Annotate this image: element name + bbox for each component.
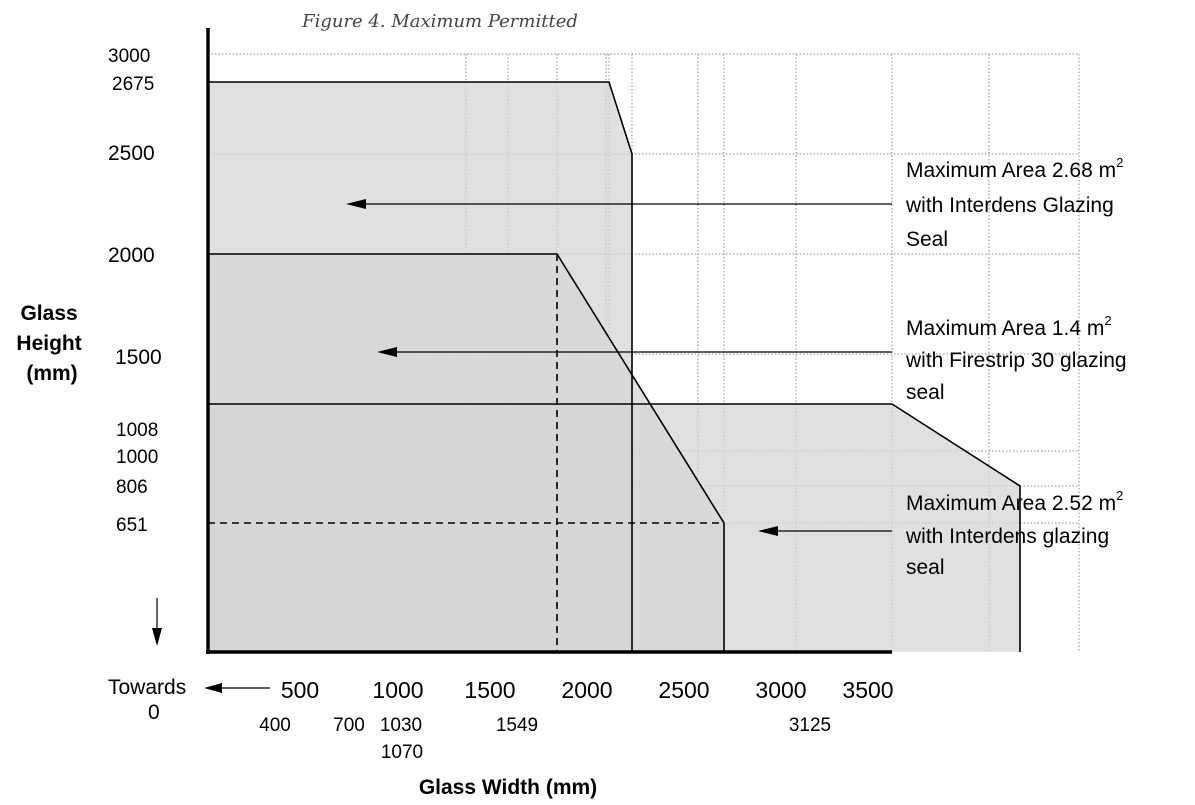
x-tick-label-minor: 1030 [380, 715, 422, 736]
y-tick-label: 1000 [116, 447, 158, 468]
annotation-text: Maximum Area 1.4 m2 with Firestrip 30 gl… [905, 307, 1132, 404]
x-tick-label: 3000 [755, 677, 806, 703]
series-region-3 [208, 404, 1020, 652]
towards-zero-label: 0 [148, 701, 160, 724]
x-tick-label: 2500 [658, 677, 709, 703]
y-tick-label: 3000 [108, 46, 150, 67]
series-boundary-3 [208, 403, 1021, 652]
y-tick-labels: 3000 2675 2500 2000 1500 1008 1000 806 6… [108, 46, 162, 536]
y-axis-label-line-1: Glass [20, 302, 77, 325]
x-tick-label: 1000 [372, 677, 423, 703]
y-tick-label: 1008 [116, 420, 158, 441]
y-tick-label: 2500 [108, 142, 155, 165]
y-tick-label: 2000 [108, 244, 155, 267]
boundaries [208, 81, 1021, 652]
series-boundary-2 [208, 253, 725, 652]
down-arrow-icon [152, 598, 162, 646]
y-tick-label: 806 [116, 477, 148, 498]
annotation-text: Maximum Area 2.52 m2 with Interdens glaz… [905, 482, 1129, 579]
chart-title: Figure 4. Maximum Permitted [301, 11, 578, 32]
x-tick-label: 3500 [842, 677, 893, 703]
y-axis-label: Glass Height (mm) [16, 302, 87, 385]
x-tick-label: 500 [281, 677, 319, 703]
series-boundary-1 [208, 81, 633, 652]
y-tick-label: 651 [116, 515, 148, 536]
x-tick-label-minor: 3125 [789, 715, 831, 736]
x-tick-labels-minor: 400 700 1030 1549 3125 1070 [259, 715, 831, 763]
y-tick-label: 2675 [112, 74, 154, 95]
x-tick-label-minor: 1549 [496, 715, 538, 736]
x-tick-label-minor: 1070 [381, 742, 423, 763]
x-tick-label-minor: 700 [333, 715, 365, 736]
y-tick-label: 1500 [115, 346, 162, 369]
regions [208, 82, 1020, 652]
annotation-2-52: Maximum Area 2.52 m2 with Interdens glaz… [758, 482, 1129, 579]
y-axis-label-line-3: (mm) [26, 362, 77, 385]
x-tick-label: 2000 [561, 677, 612, 703]
annotation-2-68: Maximum Area 2.68 m2 with Interdens Glaz… [346, 149, 1129, 251]
x-tick-labels-major: 500 1000 1500 2000 2500 3000 3500 [281, 677, 894, 703]
left-arrow-icon [204, 683, 270, 693]
x-axis-label: Glass Width (mm) [419, 776, 597, 799]
annotation-text: Maximum Area 2.68 m2 with Interdens Glaz… [905, 149, 1129, 251]
annotation-1-4: Maximum Area 1.4 m2 with Firestrip 30 gl… [377, 307, 1132, 404]
x-tick-label-minor: 400 [259, 715, 291, 736]
towards-label: Towards [108, 676, 186, 699]
guide-lines [208, 254, 724, 652]
y-axis-label-line-2: Height [16, 332, 81, 355]
x-tick-label: 1500 [464, 677, 515, 703]
